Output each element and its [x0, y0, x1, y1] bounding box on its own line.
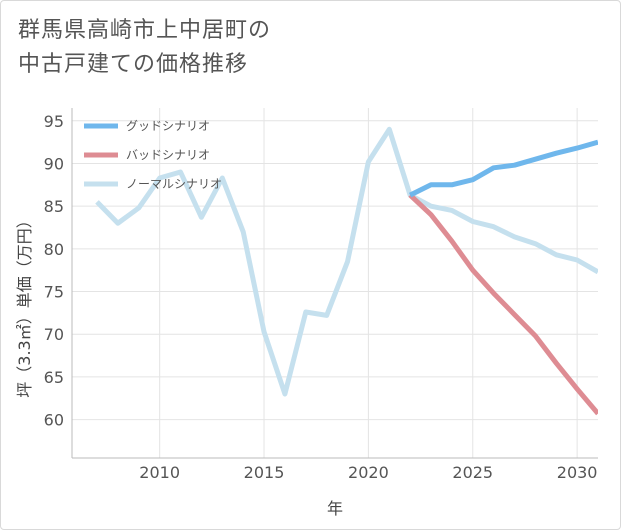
y-axis-label: 坪（3.3㎡）単価（万円） — [15, 212, 34, 397]
y-tick-label: 95 — [44, 112, 64, 131]
chart-title-line-2: 中古戸建ての価格推移 — [18, 52, 249, 77]
tick-labels: 60 65 70 75 80 85 90 95 2010 2015 2020 2025 2030 — [44, 112, 598, 482]
series-line-good — [408, 139, 598, 198]
series-layer — [95, 126, 598, 416]
series-line-bad — [408, 193, 598, 416]
y-tick-label: 70 — [44, 325, 64, 344]
y-tick-label: 60 — [44, 411, 64, 430]
y-tick-label: 75 — [44, 283, 64, 302]
legend-label: グッドシナリオ — [126, 119, 210, 133]
series-line-normal — [95, 126, 598, 397]
x-axis-label: 年 — [327, 499, 343, 518]
legend-label: バッドシナリオ — [126, 148, 210, 162]
x-tick-label: 2020 — [348, 463, 389, 482]
x-tick-label: 2010 — [139, 463, 180, 482]
y-tick-label: 85 — [44, 197, 64, 216]
x-tick-label: 2015 — [244, 463, 285, 482]
y-tick-label: 90 — [44, 154, 64, 173]
x-tick-label: 2025 — [452, 463, 493, 482]
axes — [71, 108, 598, 459]
y-tick-label: 65 — [44, 368, 64, 387]
chart-title: 群馬県高崎市上中居町の 中古戸建ての価格推移 — [18, 14, 271, 82]
chart-title-line-1: 群馬県高崎市上中居町の — [18, 18, 272, 43]
x-tick-label: 2030 — [557, 463, 598, 482]
legend-label: ノーマルシナリオ — [126, 177, 222, 191]
y-tick-label: 80 — [44, 240, 64, 259]
